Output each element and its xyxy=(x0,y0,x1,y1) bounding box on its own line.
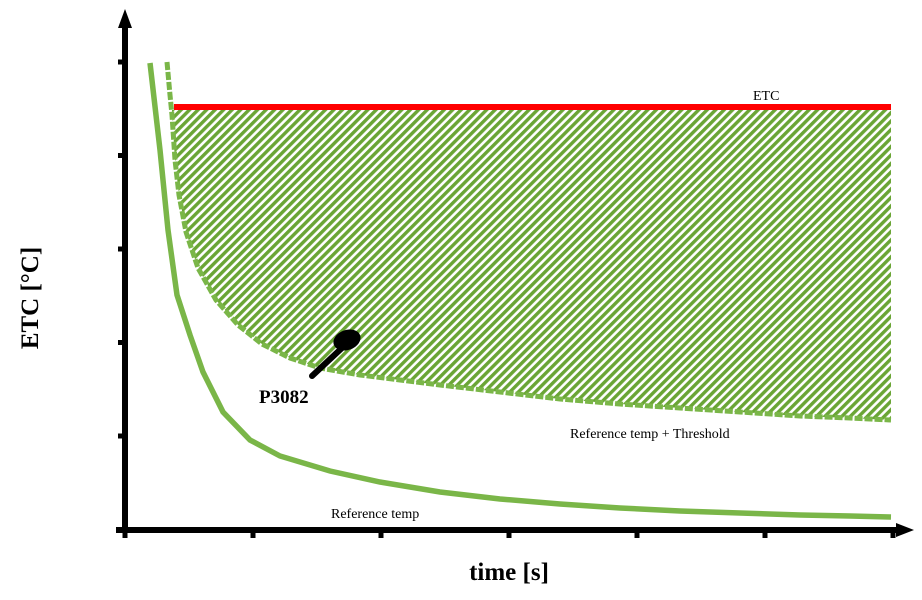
x-tick xyxy=(378,530,384,538)
x-tick xyxy=(890,530,896,538)
x-tick xyxy=(634,530,640,538)
y-tick xyxy=(118,59,125,65)
p3082-marker xyxy=(309,329,361,379)
x-tick xyxy=(250,530,256,538)
x-axis xyxy=(116,523,914,537)
y-axis-ticks xyxy=(118,59,125,439)
y-axis xyxy=(118,9,132,533)
fault-code-label: P3082 xyxy=(259,387,309,408)
y-axis-arrow-icon xyxy=(118,9,132,28)
y-tick xyxy=(118,433,125,439)
y-tick xyxy=(118,153,125,158)
y-tick xyxy=(118,340,125,345)
x-tick xyxy=(762,530,768,538)
y-axis-title: ETC [°C] xyxy=(17,247,44,349)
x-tick xyxy=(506,530,512,538)
reference-label: Reference temp xyxy=(331,507,419,522)
etc-label: ETC xyxy=(753,89,779,104)
x-axis-ticks xyxy=(122,530,896,538)
x-axis-title: time [s] xyxy=(469,559,549,586)
threshold-curve xyxy=(164,61,892,423)
fault-region xyxy=(172,110,891,420)
x-tick xyxy=(122,530,128,538)
reference-curve xyxy=(147,62,892,520)
y-tick xyxy=(118,246,125,252)
threshold-label: Reference temp + Threshold xyxy=(570,427,730,442)
x-axis-arrow-icon xyxy=(896,523,914,537)
